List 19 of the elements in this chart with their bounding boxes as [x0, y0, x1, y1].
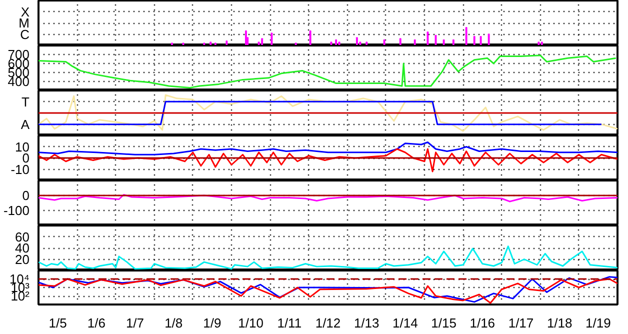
text: T	[22, 94, 30, 110]
x-tick-label: 1/11	[277, 316, 302, 330]
x-tick-label: 1/15	[431, 316, 456, 330]
text: A	[20, 116, 30, 132]
x-tick-label: 1/6	[87, 316, 106, 330]
x-tick-label: 1/12	[315, 316, 341, 330]
x-tick-label: 1/19	[586, 316, 611, 330]
y-tick-label: -100	[3, 203, 30, 218]
x-tick-label: 1/13	[354, 316, 380, 330]
x-tick-label: 1/18	[546, 316, 572, 330]
x-tick-label: 1/8	[164, 316, 183, 330]
x-tick-label: 1/10	[238, 316, 264, 330]
x-tick-label: 1/5	[48, 316, 67, 330]
x-tick-label: 1/7	[126, 316, 144, 330]
x-tick-label: 1/9	[203, 316, 222, 330]
x-tick-label: 1/16	[470, 316, 496, 330]
x-tick-label: 1/14	[392, 316, 418, 330]
x-tick-label: 1/17	[508, 316, 534, 330]
y-tick-label: 0	[22, 188, 30, 203]
